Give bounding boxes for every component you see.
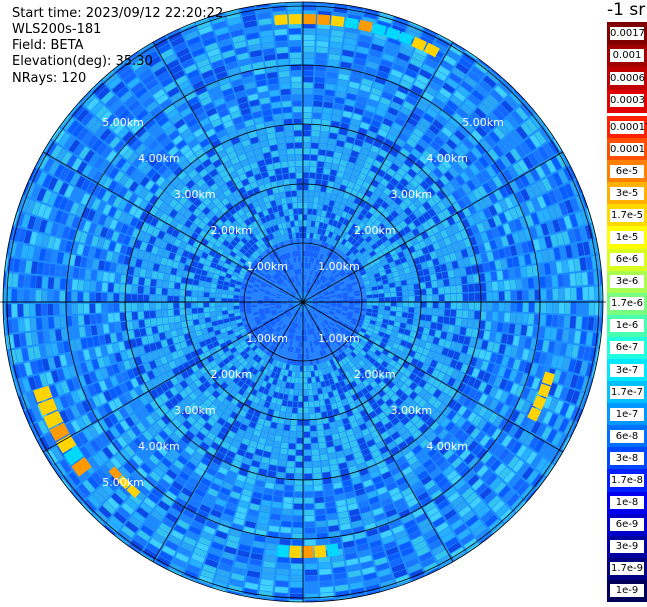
colorbar-tick-label: 1.7e-9: [610, 562, 644, 576]
colorbar-tick-label: 3e-6: [610, 275, 644, 289]
start-time-label: Start time: 2023/09/12 22:20:22: [12, 6, 224, 21]
range-grid: [0, 1, 606, 603]
colorbar-tick-label: 3e-8: [610, 451, 644, 465]
range-ring-label: 5.00km: [462, 116, 504, 129]
colorbar-tick-label: 6e-5: [610, 164, 644, 178]
field-label: Field: BETA: [12, 38, 84, 53]
range-ring-labels: 1.00km 1.00km 1.00km 1.00km 2.00km 2.00km 2.00…: [102, 116, 504, 489]
instrument-label: WLS200s-181: [12, 22, 102, 37]
range-ring-label: 4.00km: [426, 152, 468, 165]
colorbar-tick-label: 1.7e-7: [610, 385, 644, 399]
colorbar-tick-label: 1e-7: [610, 407, 644, 421]
colorbar-tick-label: 0.0006: [610, 71, 645, 85]
colorbar-tick-label: 6e-7: [610, 341, 644, 355]
colorbar-tick-label: 3e-7: [610, 363, 644, 377]
ppi-disk: [3, 2, 603, 602]
range-ring-label: 4.00km: [138, 152, 180, 165]
colorbar-tick-label: 3e-9: [610, 540, 644, 554]
colorbar-tick-label: 3e-5: [610, 186, 644, 200]
range-ring-label: 5.00km: [102, 476, 144, 489]
colorbar-tick-label: 1.7e-5: [610, 208, 644, 222]
range-ring-label: 1.00km: [318, 332, 360, 345]
colorbar-title: -1 sr: [607, 0, 646, 20]
colorbar-tick-label: 1e-6: [610, 319, 644, 333]
colorbar-tick-label: 6e-8: [610, 429, 644, 443]
range-ring-label: 2.00km: [210, 368, 252, 381]
range-ring-label: 2.00km: [354, 224, 396, 237]
range-ring-label: 1.00km: [246, 332, 288, 345]
range-ring-label: 4.00km: [426, 440, 468, 453]
range-ring-label: 4.00km: [138, 440, 180, 453]
range-ring-label: 3.00km: [174, 188, 216, 201]
colorbar-tick-label: 1.7e-6: [610, 297, 644, 311]
colorbar-tick-label: 0.0017: [610, 26, 645, 40]
colorbar-tick-label: 6e-6: [610, 253, 644, 267]
colorbar-tick-label: 6e-9: [610, 518, 644, 532]
colorbar-tick-label: 1.7e-8: [610, 474, 644, 487]
colorbar-tick-label: 0.0003: [610, 94, 645, 108]
colorbar-tick-label: 1e-9: [610, 584, 644, 598]
range-ring-label: 5.00km: [102, 116, 144, 129]
colorbar-tick-label: 1e-5: [610, 231, 644, 244]
colorbar-tick-label: 0.001: [610, 49, 644, 63]
range-ring-label: 3.00km: [390, 404, 432, 417]
colorbar-tick-label: 1e-8: [610, 496, 644, 510]
nrays-label: NRays: 120: [12, 71, 87, 86]
elevation-label: Elevation(deg): 35.30: [12, 54, 153, 69]
range-ring-label: 3.00km: [390, 188, 432, 201]
range-ring-label: 3.00km: [174, 404, 216, 417]
colorbar-tick-label: 0.00017: [610, 120, 647, 134]
range-ring-label: 1.00km: [246, 260, 288, 273]
colorbar-tick-label: 0.0001: [610, 142, 645, 156]
range-ring-label: 2.00km: [354, 368, 396, 381]
range-ring-label: 1.00km: [318, 260, 360, 273]
range-ring-label: 2.00km: [210, 224, 252, 237]
